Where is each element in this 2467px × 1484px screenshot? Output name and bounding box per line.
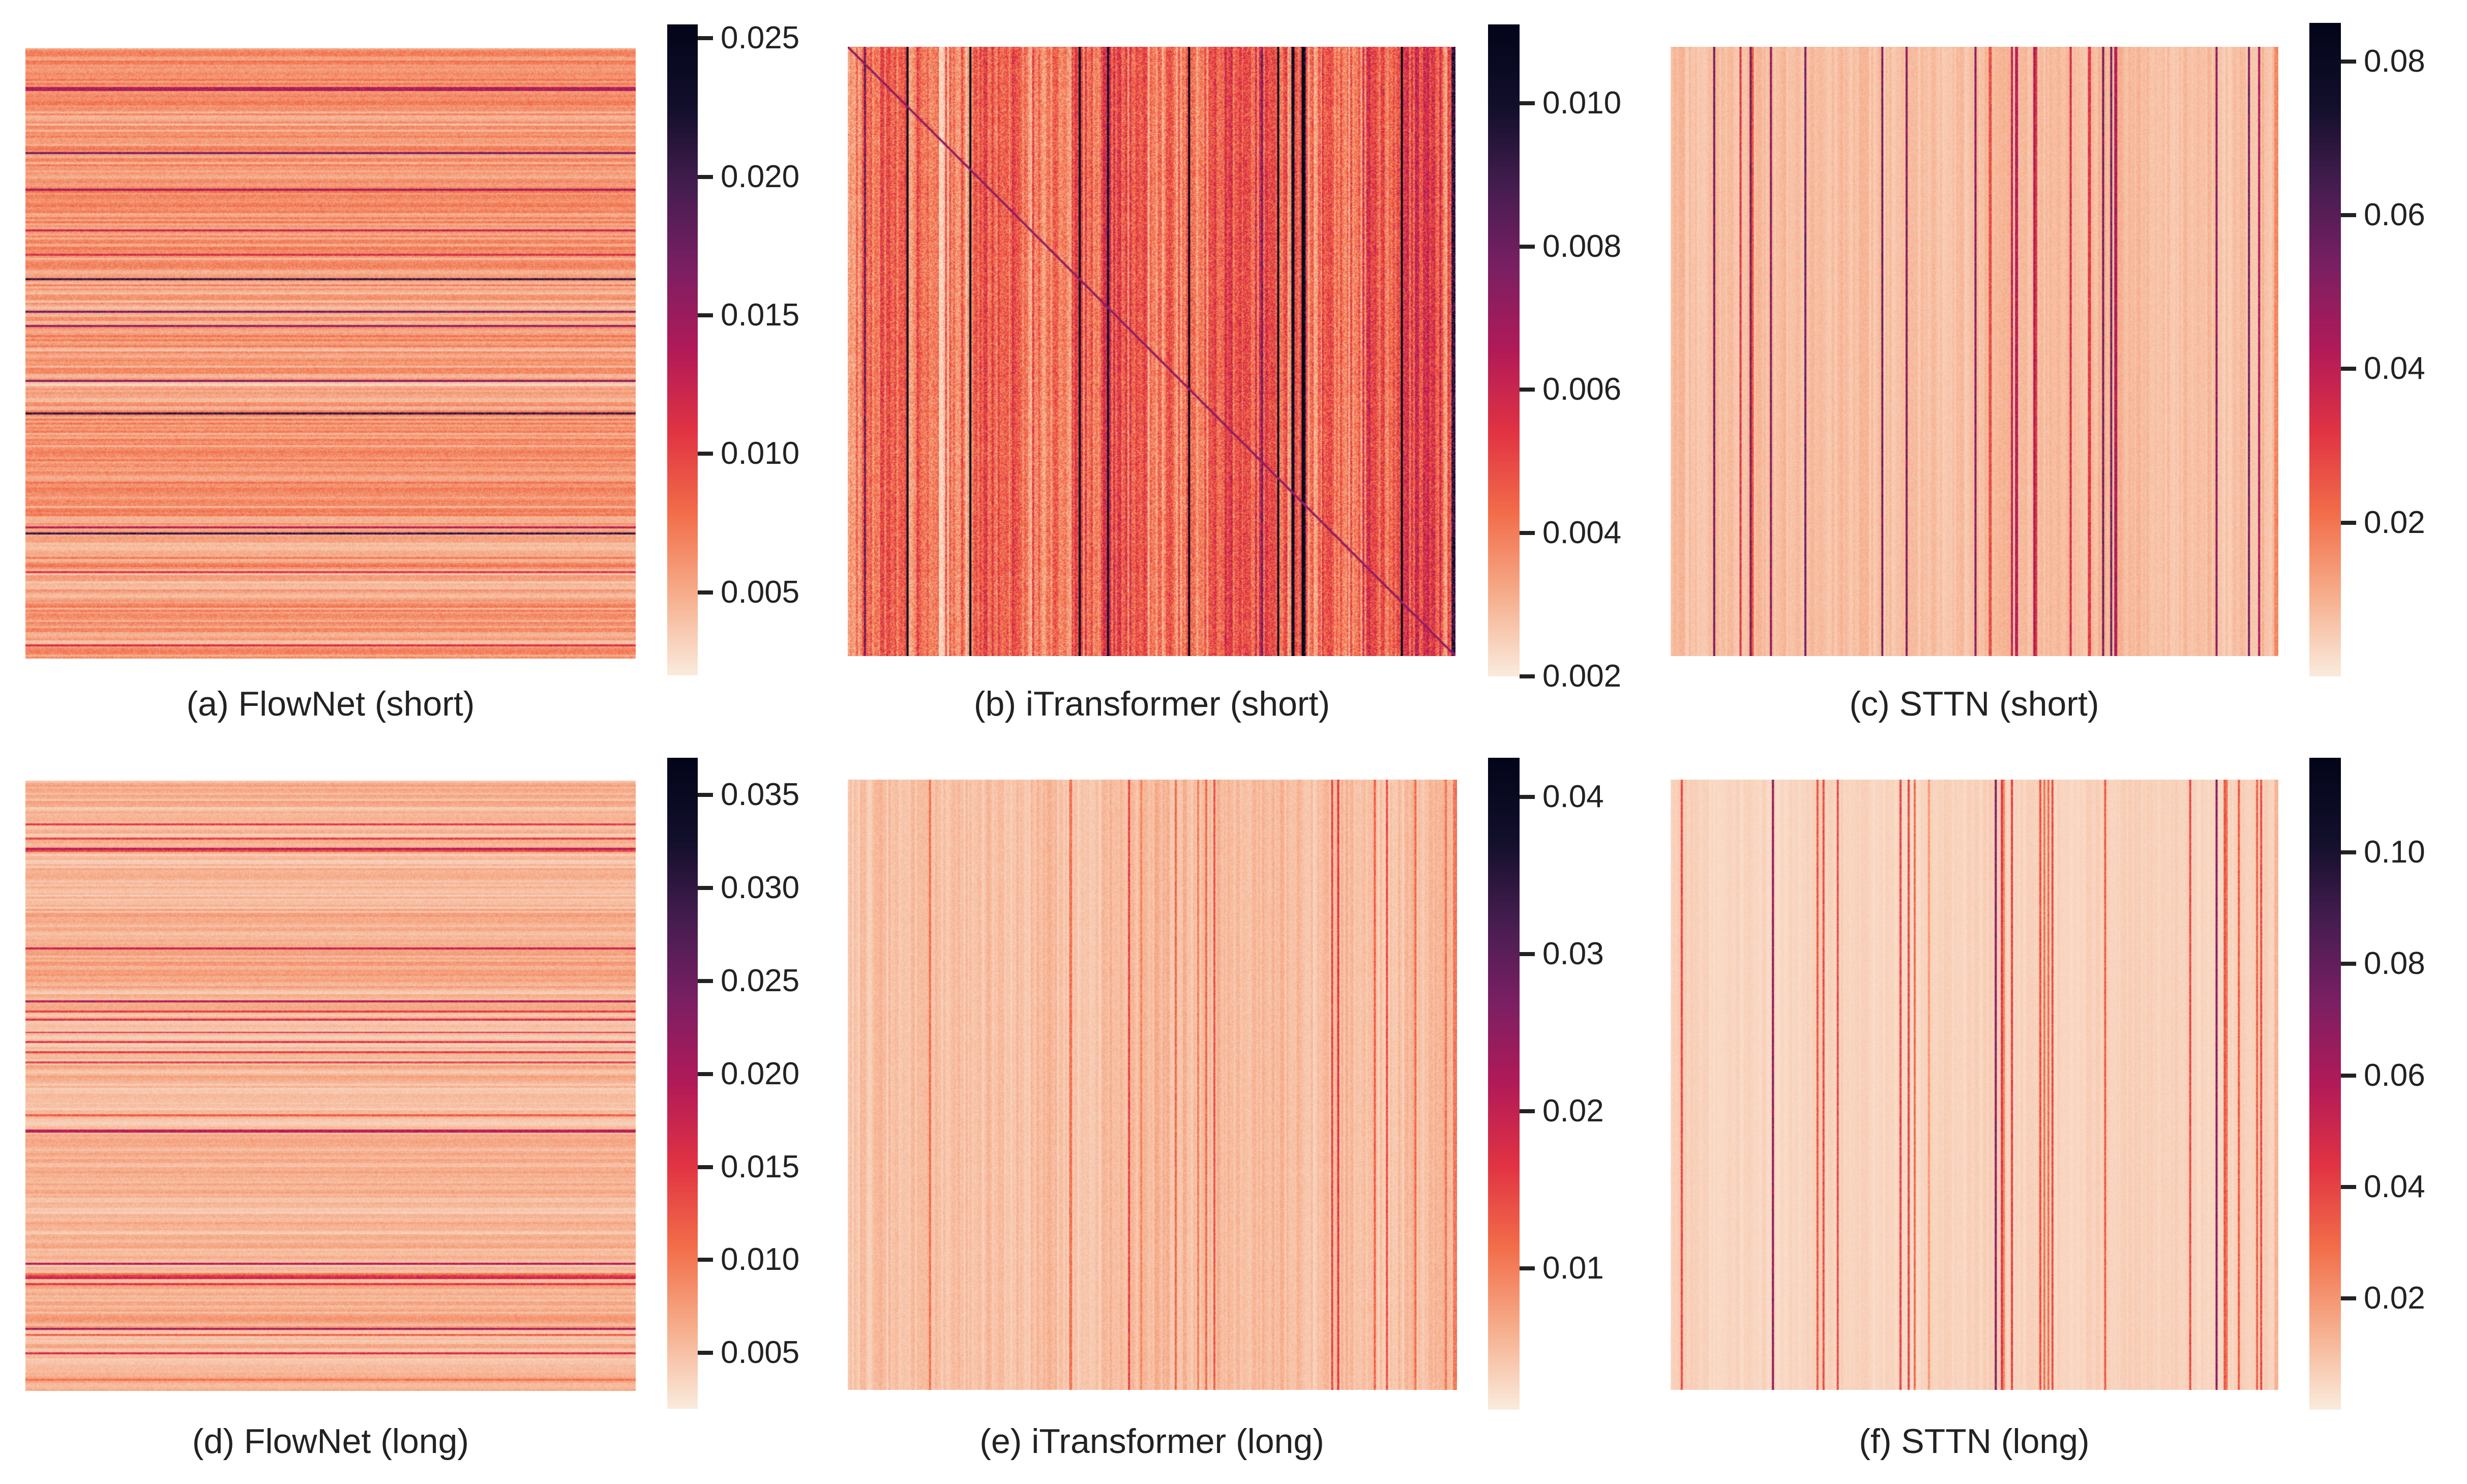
colorbar-tick-label: 0.010	[721, 436, 800, 471]
colorbar-tick	[2341, 520, 2356, 525]
colorbar-tick-label: 0.006	[1542, 372, 1622, 407]
colorbar-tick-label: 0.035	[721, 777, 800, 813]
colorbar-a	[667, 24, 698, 675]
colorbar-tick-label: 0.005	[721, 1335, 800, 1371]
caption-d: (d) FlowNet (long)	[192, 1422, 469, 1461]
colorbar-tick	[1520, 674, 1535, 678]
colorbar-tick-label: 0.020	[721, 1056, 800, 1091]
colorbar-tick-label: 0.015	[721, 297, 800, 333]
colorbar-tick-label: 0.020	[721, 159, 800, 194]
heatmap-d	[25, 781, 636, 1391]
colorbar-tick	[698, 1351, 713, 1355]
heatmap-e	[848, 780, 1457, 1390]
colorbar-tick	[1520, 1109, 1535, 1114]
colorbar-tick	[2341, 213, 2356, 217]
colorbar-tick-label: 0.06	[2364, 197, 2425, 232]
colorbar-tick	[2341, 962, 2356, 966]
colorbar-tick-label: 0.02	[2364, 1280, 2425, 1316]
colorbar-tick	[698, 36, 713, 41]
colorbar-tick-label: 0.01	[1542, 1250, 1604, 1286]
colorbar-tick	[2341, 59, 2356, 64]
colorbar-tick	[1520, 952, 1535, 957]
colorbar-tick-label: 0.04	[2364, 351, 2425, 387]
colorbar-tick	[2341, 1073, 2356, 1078]
colorbar-tick-label: 0.08	[2364, 946, 2425, 982]
colorbar-tick-label: 0.010	[1542, 85, 1622, 121]
colorbar-tick-label: 0.015	[721, 1149, 800, 1184]
colorbar-tick	[2341, 1296, 2356, 1300]
colorbar-tick-label: 0.02	[1542, 1093, 1604, 1129]
colorbar-tick-label: 0.04	[1542, 779, 1604, 815]
colorbar-tick-label: 0.04	[2364, 1169, 2425, 1204]
colorbar-c	[2309, 23, 2341, 676]
caption-b: (b) iTransformer (short)	[973, 685, 1330, 723]
colorbar-b	[1488, 24, 1520, 676]
colorbar-tick	[698, 174, 713, 179]
colorbar-tick	[1520, 244, 1535, 249]
colorbar-tick	[1520, 795, 1535, 799]
colorbar-tick-label: 0.025	[721, 20, 800, 56]
colorbar-tick-label: 0.025	[721, 963, 800, 998]
colorbar-tick	[2341, 367, 2356, 371]
heatmap-a	[25, 48, 636, 659]
colorbar-tick	[1520, 531, 1535, 536]
colorbar-tick	[698, 313, 713, 317]
colorbar-d	[667, 758, 698, 1409]
caption-c: (c) STTN (short)	[1849, 685, 2099, 723]
colorbar-tick-label: 0.10	[2364, 835, 2425, 870]
caption-f: (f) STTN (long)	[1859, 1422, 2090, 1461]
colorbar-tick-label: 0.06	[2364, 1057, 2425, 1093]
colorbar-tick	[2341, 1184, 2356, 1189]
colorbar-tick	[698, 978, 713, 983]
colorbar-tick-label: 0.030	[721, 870, 800, 905]
colorbar-e	[1488, 758, 1520, 1410]
colorbar-tick	[698, 793, 713, 797]
heatmap-f	[1671, 780, 2278, 1390]
colorbar-tick-label: 0.010	[721, 1242, 800, 1278]
colorbar-tick	[1520, 1266, 1535, 1270]
colorbar-tick	[698, 1072, 713, 1076]
colorbar-tick	[1520, 101, 1535, 105]
colorbar-tick-label: 0.005	[721, 574, 800, 610]
colorbar-tick	[698, 886, 713, 890]
colorbar-tick-label: 0.002	[1542, 659, 1622, 694]
colorbar-tick	[1520, 388, 1535, 392]
colorbar-tick	[698, 590, 713, 595]
colorbar-f	[2309, 758, 2341, 1410]
colorbar-tick-label: 0.004	[1542, 515, 1622, 551]
heatmap-c	[1671, 47, 2278, 656]
caption-a: (a) FlowNet (short)	[186, 685, 475, 723]
colorbar-tick	[698, 452, 713, 456]
colorbar-tick-label: 0.08	[2364, 43, 2425, 79]
colorbar-tick	[2341, 850, 2356, 855]
heatmap-b	[848, 47, 1455, 656]
caption-e: (e) iTransformer (long)	[979, 1422, 1324, 1461]
colorbar-tick	[698, 1258, 713, 1262]
colorbar-tick-label: 0.02	[2364, 504, 2425, 540]
colorbar-tick-label: 0.03	[1542, 936, 1604, 972]
colorbar-tick-label: 0.008	[1542, 228, 1622, 264]
colorbar-tick	[698, 1165, 713, 1169]
